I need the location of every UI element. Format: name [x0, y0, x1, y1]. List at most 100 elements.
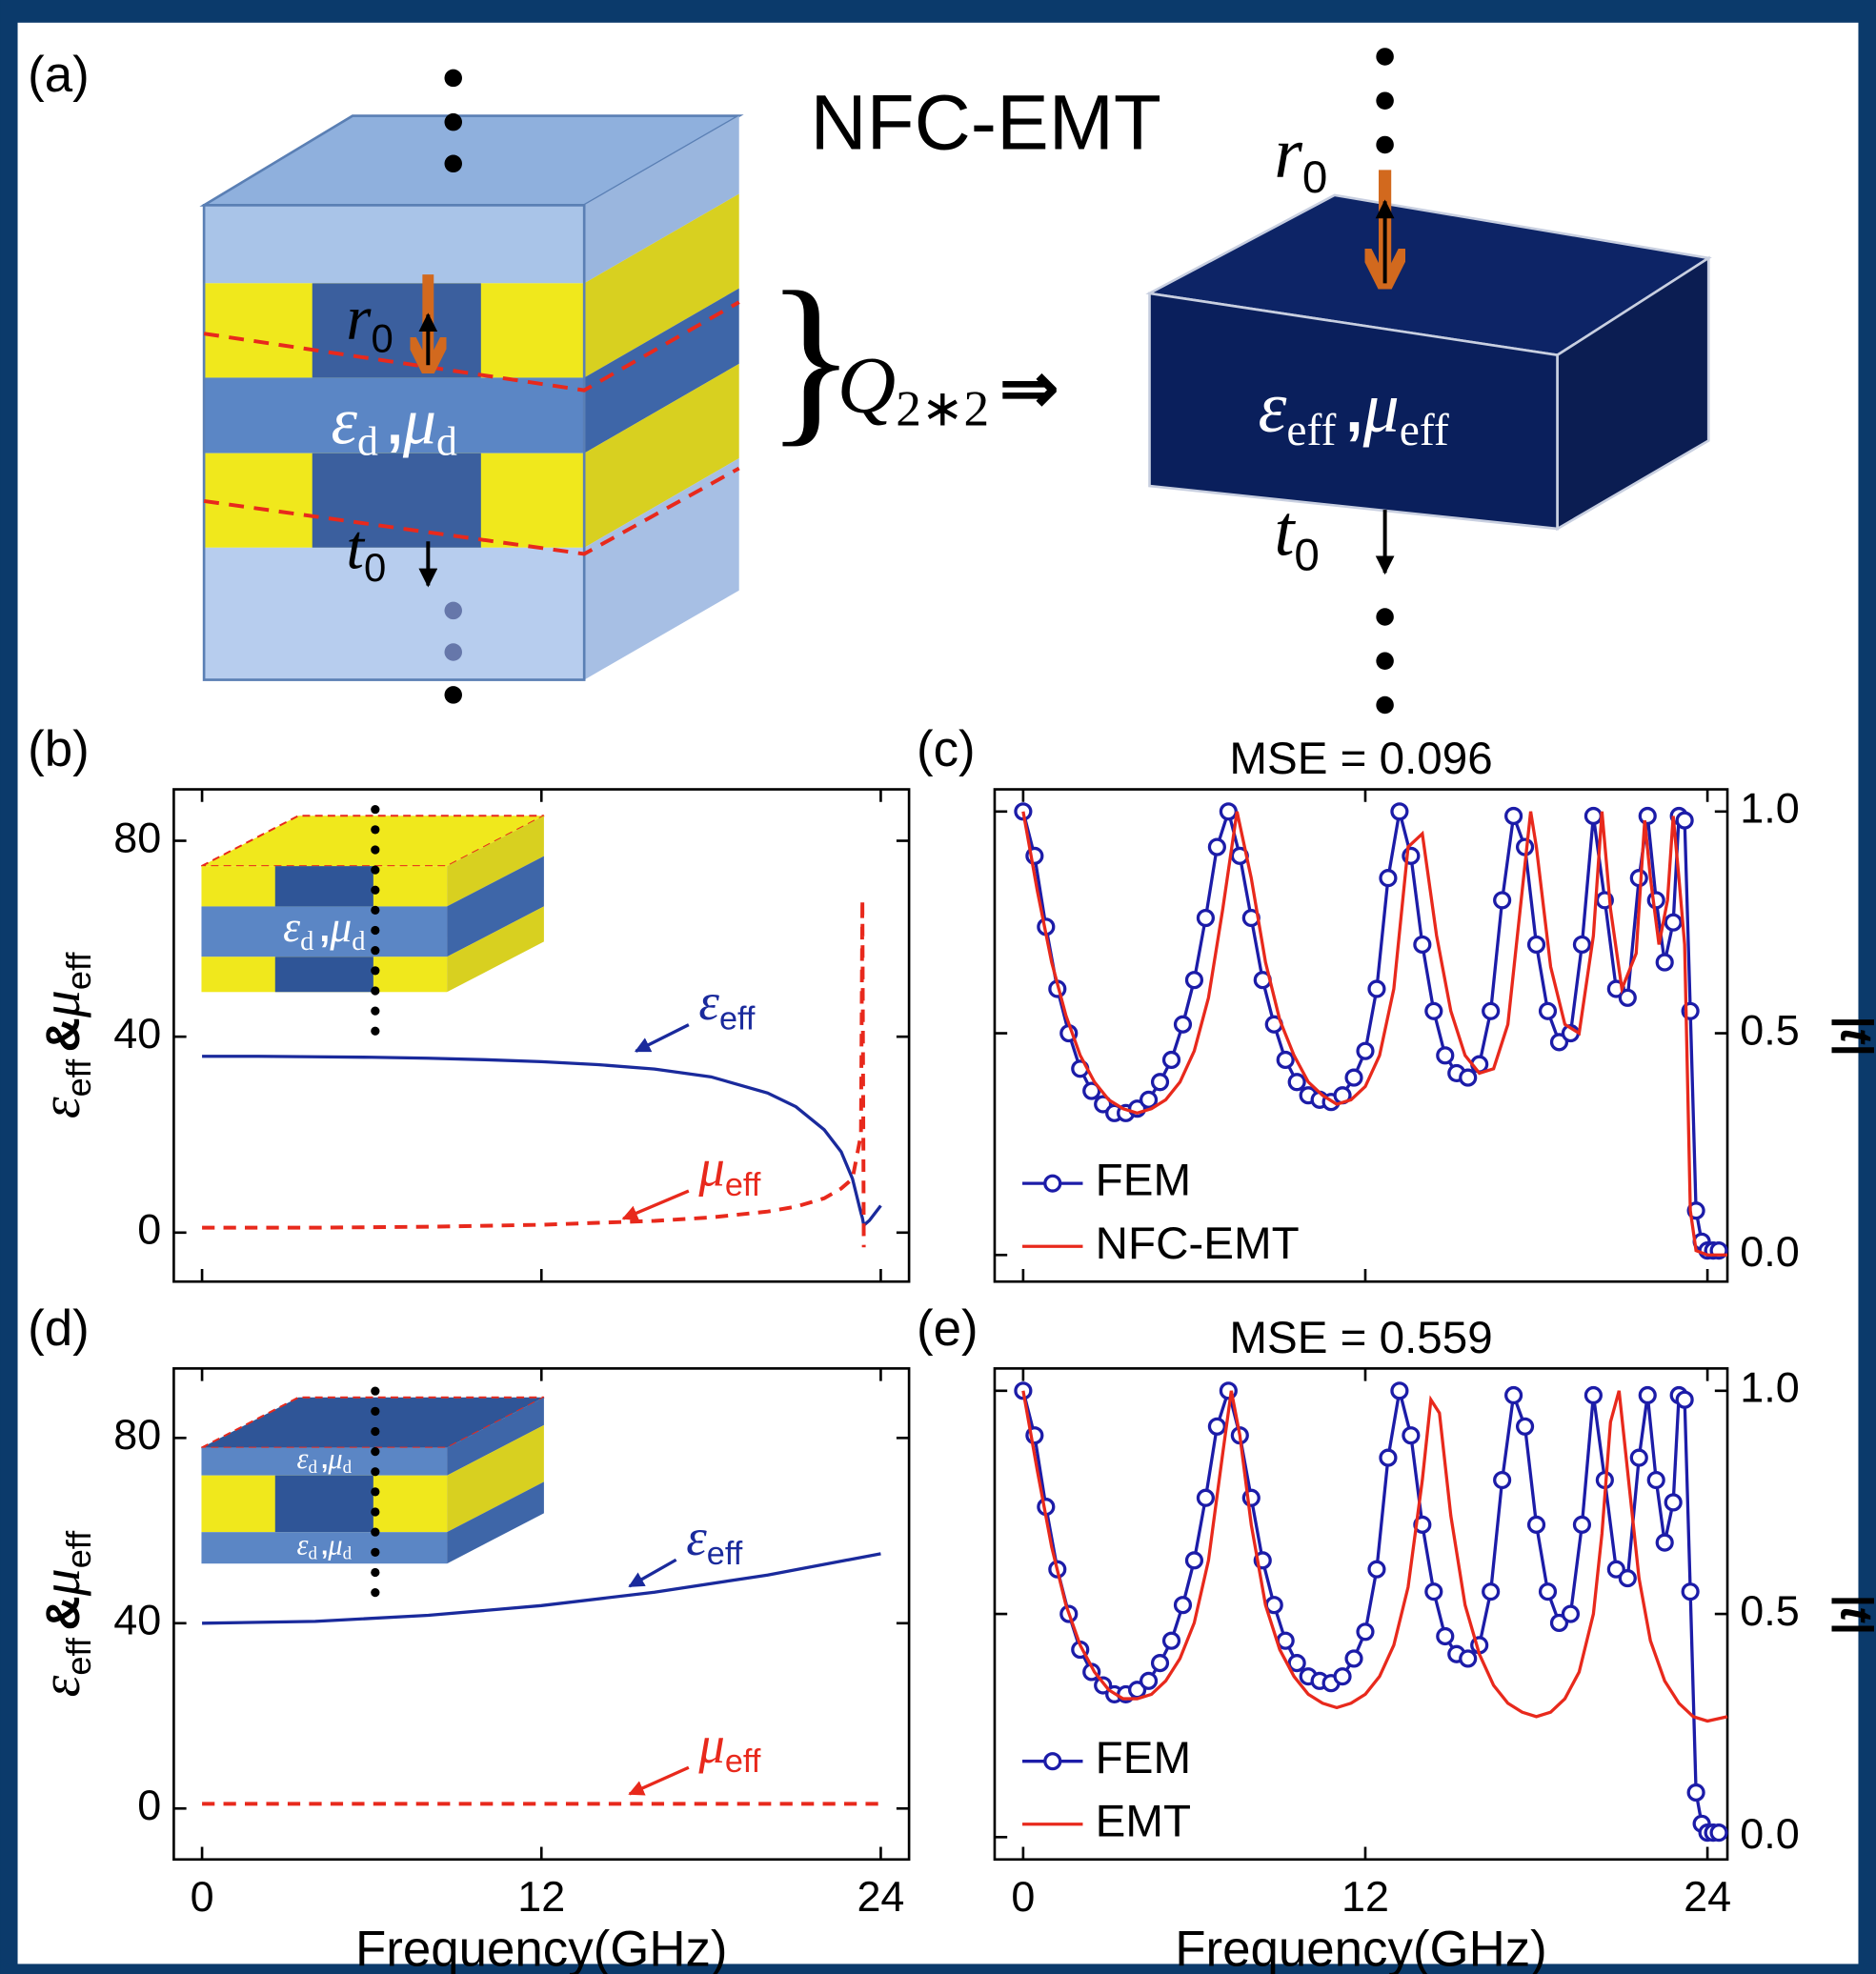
diagram-title: NFC-EMT — [810, 79, 1161, 166]
data-point — [1153, 1075, 1168, 1090]
y-tick-label: 1.0 — [1740, 784, 1799, 833]
text-part: r — [346, 283, 372, 353]
text-part: , — [387, 391, 403, 455]
data-point — [1369, 1561, 1384, 1577]
data-point — [1620, 1571, 1635, 1586]
legend-label: FEM — [1096, 1733, 1191, 1783]
metal-gap — [313, 453, 481, 548]
y-tick-label: 80 — [113, 1410, 161, 1459]
y-axis-label: |t| — [1831, 1594, 1876, 1634]
y-tick-label: 0 — [137, 1205, 161, 1254]
data-point — [1209, 839, 1224, 855]
dot — [371, 926, 379, 935]
dot — [371, 1507, 379, 1516]
text-part: eff — [719, 1000, 756, 1037]
text-part: eff — [725, 1743, 761, 1780]
text-part: d — [357, 419, 378, 465]
dot — [371, 845, 379, 854]
data-point — [1648, 1473, 1664, 1488]
text-part: 2∗2 — [896, 381, 989, 437]
legend-label: EMT — [1096, 1796, 1191, 1846]
legend-label: NFC-EMT — [1096, 1219, 1300, 1269]
text-part: μ — [329, 902, 352, 951]
data-point — [1415, 937, 1430, 953]
data-point — [1495, 1473, 1510, 1488]
text-part: eff — [725, 1167, 761, 1203]
text-part: t — [1274, 492, 1296, 572]
text-part: , — [321, 1532, 328, 1561]
text-part: d — [343, 1544, 353, 1564]
glass-layer — [204, 548, 584, 680]
text-part: 0 — [364, 545, 386, 590]
data-point — [1665, 915, 1681, 930]
text-part: μ — [327, 1442, 342, 1475]
x-tick-label: 12 — [517, 1872, 565, 1921]
text-part: 0 — [371, 315, 393, 360]
data-point — [1648, 893, 1664, 908]
y-axis-label: |t| — [1831, 1016, 1876, 1056]
data-point — [1631, 1450, 1646, 1465]
dot — [371, 906, 379, 915]
page: {"diagram": {"panel_label": "(a)", "titl… — [0, 0, 1876, 1974]
data-point — [1506, 1388, 1522, 1403]
data-point — [1631, 871, 1646, 886]
data-point — [1495, 893, 1510, 908]
dot — [371, 1487, 379, 1496]
y-tick-label: 0 — [137, 1781, 161, 1829]
data-point — [1563, 1606, 1579, 1622]
data-point — [1620, 990, 1635, 1005]
text-part: μ — [31, 990, 91, 1018]
dot — [371, 946, 379, 955]
text-part: ε — [331, 385, 357, 458]
data-point — [1483, 1003, 1499, 1018]
text-part: ε — [698, 973, 719, 1031]
data-point — [1358, 1043, 1373, 1058]
dot — [371, 1548, 379, 1557]
text-part: eff — [59, 952, 98, 990]
panel-label: (a) — [28, 47, 90, 103]
data-point — [1657, 955, 1672, 970]
data-point — [1541, 1584, 1556, 1600]
text-part: & — [36, 1596, 90, 1630]
data-point — [1198, 1490, 1213, 1505]
y-tick-label: 0.5 — [1740, 1005, 1799, 1054]
dot — [371, 1467, 379, 1476]
data-point — [1640, 809, 1655, 824]
text-part: μ — [697, 1138, 724, 1197]
text-part: μ — [327, 1529, 342, 1561]
text-part: ε — [686, 1507, 707, 1565]
dot — [371, 1588, 379, 1597]
data-point — [1683, 1584, 1698, 1600]
text-part: ε — [283, 902, 300, 951]
data-point — [1426, 1584, 1442, 1600]
data-point — [1198, 911, 1213, 926]
text-part: d — [352, 926, 365, 956]
data-point — [1346, 1070, 1362, 1085]
y-tick-label: 0.0 — [1740, 1809, 1799, 1858]
text-part: 0 — [1302, 152, 1327, 203]
text-part: d — [309, 1544, 318, 1564]
text-part: μ — [402, 385, 436, 458]
text-part: Q — [837, 340, 896, 430]
dot — [371, 825, 379, 834]
dot — [371, 1568, 379, 1577]
text-part: d — [343, 1458, 353, 1478]
dot — [371, 1027, 379, 1036]
legend-label: FEM — [1096, 1156, 1191, 1206]
data-point — [1346, 1651, 1362, 1666]
data-point — [1640, 1388, 1655, 1403]
x-tick-label: 24 — [857, 1872, 904, 1921]
inset-gap — [275, 957, 373, 992]
inset-gap — [275, 1476, 373, 1532]
text-part: μ — [31, 1568, 91, 1597]
data-point — [1529, 937, 1544, 953]
y-tick-label: 1.0 — [1740, 1363, 1799, 1412]
dot — [371, 805, 379, 814]
dot — [371, 865, 379, 874]
x-tick-label: 24 — [1684, 1872, 1731, 1921]
data-point — [1381, 871, 1396, 886]
data-point — [1461, 1070, 1476, 1085]
text-part: ⇒ — [999, 348, 1059, 427]
dot — [371, 1006, 379, 1015]
data-point — [1209, 1419, 1224, 1434]
